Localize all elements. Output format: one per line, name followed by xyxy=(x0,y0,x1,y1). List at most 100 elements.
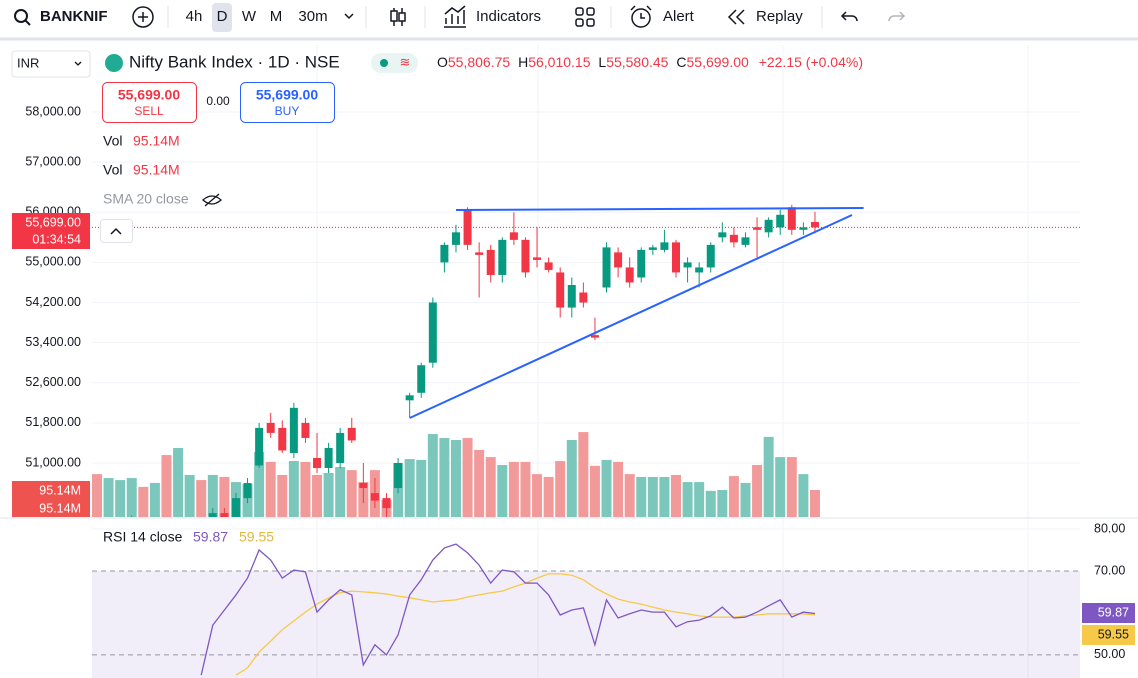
interval-active-bg xyxy=(212,3,232,32)
interval-dropdown[interactable] xyxy=(344,13,354,20)
legend-title[interactable]: Nifty Bank Index · 1D · NSE xyxy=(129,52,340,71)
y-tick-label: 57,000.00 xyxy=(25,154,81,168)
replay-button[interactable]: Replay xyxy=(756,8,803,25)
volume-bar xyxy=(555,461,566,517)
volume-bar xyxy=(786,457,797,517)
undo[interactable] xyxy=(840,11,858,22)
search-icon[interactable] xyxy=(14,9,28,23)
sell-button[interactable] xyxy=(102,82,197,123)
volume-bar xyxy=(520,461,531,517)
candle-body xyxy=(590,335,599,338)
candle-body xyxy=(428,302,437,363)
candle-body xyxy=(683,262,692,268)
volume-bar xyxy=(763,436,774,517)
rsi-ma-badge-text: 59.55 xyxy=(1098,627,1129,641)
add-symbol[interactable] xyxy=(132,6,154,28)
interval[interactable]: D xyxy=(217,8,228,25)
indicators-button[interactable]: Indicators xyxy=(476,8,541,25)
candle-body xyxy=(567,284,576,308)
candle-body xyxy=(231,498,240,517)
candle-body xyxy=(440,244,449,263)
market-open-dot xyxy=(380,59,388,67)
symbol[interactable]: BANKNIF xyxy=(40,8,108,25)
ohlc-key: L xyxy=(598,54,606,70)
volume-bar xyxy=(404,459,415,517)
volume-bar xyxy=(462,438,473,517)
volume-bar xyxy=(427,434,438,517)
indicator-name[interactable]: Vol xyxy=(103,133,122,149)
candle-body xyxy=(556,272,565,308)
replay-icon[interactable] xyxy=(727,9,745,25)
candle-body xyxy=(394,462,403,489)
candle-body xyxy=(753,227,762,230)
buy-label: BUY xyxy=(275,104,300,118)
volume-bar xyxy=(613,461,624,517)
market-status[interactable] xyxy=(371,53,418,73)
volume-bar xyxy=(161,455,172,517)
candles xyxy=(131,204,819,517)
volume-bar xyxy=(497,465,508,517)
rsi-tick-label: 50.00 xyxy=(1094,647,1125,661)
status-icon: ≋ xyxy=(400,54,411,69)
price-badge-price: 55,699.00 xyxy=(25,215,81,229)
volume-bar xyxy=(92,474,102,517)
rsi-ma-badge xyxy=(1082,625,1135,645)
volume-bar xyxy=(659,476,670,517)
alert-icon[interactable] xyxy=(631,8,651,28)
ohlc-value: 55,806.75 xyxy=(448,54,510,70)
volume-bar xyxy=(265,461,276,517)
candle-body xyxy=(509,232,518,240)
candle-body xyxy=(289,407,298,453)
volume-bar xyxy=(694,482,705,517)
interval[interactable]: W xyxy=(242,8,257,25)
candle-body xyxy=(706,244,715,268)
indicator-value: 95.14M xyxy=(133,133,180,149)
interval[interactable]: 30m xyxy=(298,8,327,25)
ohlc-key: O xyxy=(437,54,448,70)
hidden-eye-icon[interactable] xyxy=(202,193,222,207)
currency-select[interactable] xyxy=(11,50,91,78)
ohlc-value: 55,699.00 xyxy=(687,54,749,70)
volume-bar xyxy=(149,482,160,517)
candle-body xyxy=(660,242,669,250)
indicator-name[interactable]: SMA 20 close xyxy=(103,191,189,207)
buy-price: 55,699.00 xyxy=(256,87,318,103)
currency: INR xyxy=(17,55,39,70)
interval[interactable]: M xyxy=(270,8,283,25)
volume-bar xyxy=(126,478,137,517)
volume-bar xyxy=(346,470,357,517)
rsi-badge-text: 59.87 xyxy=(1098,605,1129,619)
candle-body xyxy=(544,262,553,270)
buy-button[interactable] xyxy=(240,82,335,123)
alert-button[interactable]: Alert xyxy=(663,8,695,25)
volume-bar xyxy=(254,451,265,517)
candle-body xyxy=(695,267,704,273)
candle-body xyxy=(741,237,750,245)
rsi-line xyxy=(200,543,816,676)
symbol-logo xyxy=(105,54,123,72)
candle-body xyxy=(370,493,379,501)
indicator-value: 95.14M xyxy=(133,162,180,178)
volume-bar xyxy=(647,476,658,517)
volume-bar xyxy=(196,480,207,517)
volume-bar xyxy=(138,486,149,517)
candle-body xyxy=(451,232,460,245)
candle-body xyxy=(799,227,808,230)
interval[interactable]: 4h xyxy=(186,8,203,25)
volume-badge xyxy=(12,481,90,517)
candle-body xyxy=(498,239,507,275)
layout-icon[interactable] xyxy=(575,7,595,27)
rsi-tick-label: 80.00 xyxy=(1094,521,1125,535)
indicator-name[interactable]: Vol xyxy=(103,162,122,178)
collapse-button[interactable] xyxy=(100,219,133,243)
trend-line xyxy=(455,207,864,212)
indicators-icon[interactable] xyxy=(444,5,466,28)
search-icon xyxy=(24,19,31,26)
candle-body xyxy=(614,252,623,268)
redo[interactable] xyxy=(888,11,906,22)
volume-bar xyxy=(728,476,739,517)
volume-bar xyxy=(335,467,346,517)
volume-bar xyxy=(115,480,126,517)
rsi-name[interactable]: RSI 14 close xyxy=(103,529,183,545)
